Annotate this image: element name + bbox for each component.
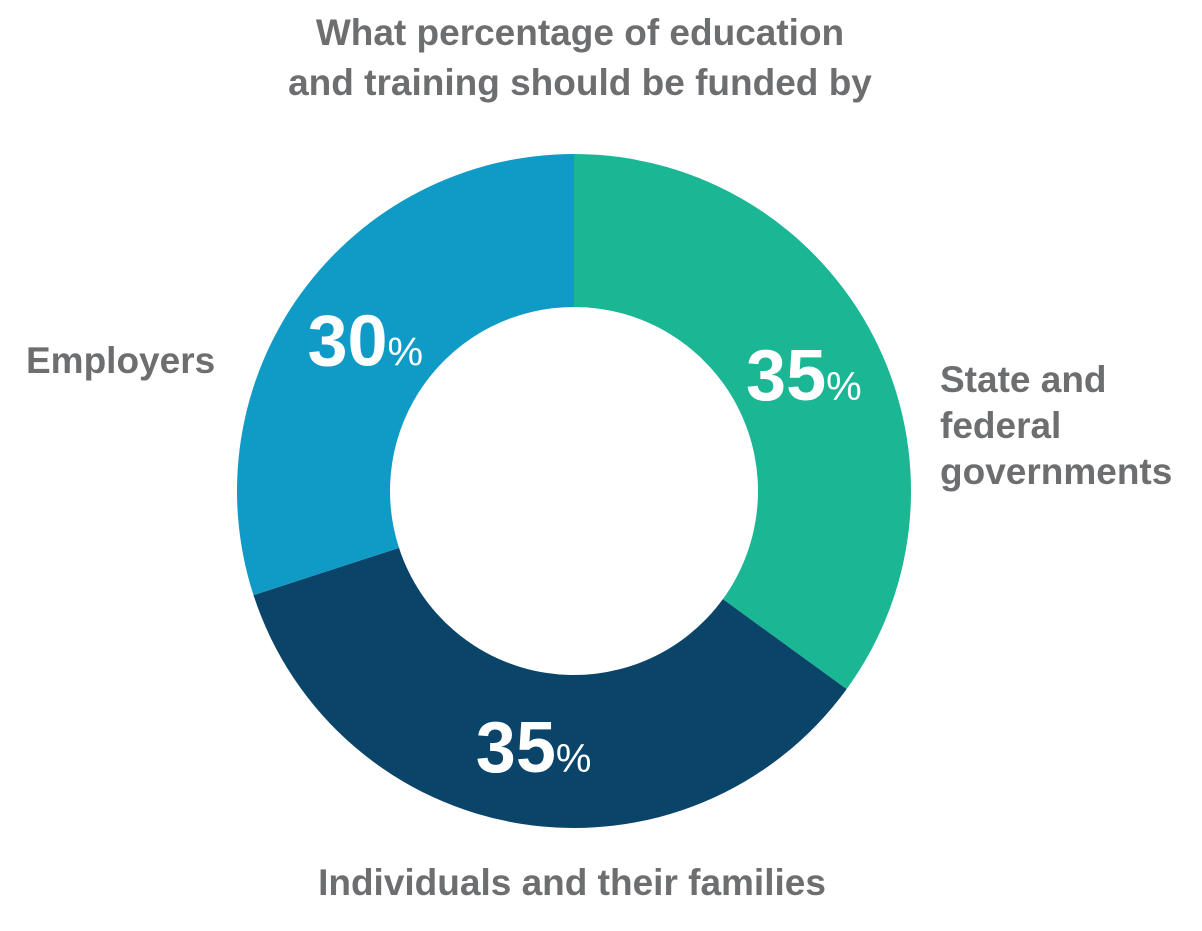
value-number-individuals: 35 bbox=[476, 708, 556, 788]
value-unit-employers: % bbox=[388, 330, 424, 374]
chart-title-line-1: What percentage of education bbox=[315, 12, 845, 53]
category-label-state-federal: State and federal governments bbox=[940, 357, 1172, 495]
value-unit-individuals: % bbox=[556, 737, 592, 781]
value-label-individuals: 35% bbox=[476, 708, 592, 788]
category-label-state-line-2: federal bbox=[940, 405, 1062, 446]
value-labels-layer: 35%35%30% bbox=[307, 301, 861, 787]
category-label-individuals: Individuals and their families bbox=[0, 860, 1144, 906]
value-number-employers: 30 bbox=[307, 301, 387, 381]
category-label-individuals-line-1: Individuals and their families bbox=[318, 862, 826, 903]
slices-layer bbox=[236, 154, 911, 829]
donut-slice-individuals bbox=[253, 547, 847, 829]
category-label-state-line-1: State and bbox=[940, 359, 1107, 400]
value-label-state-federal: 35% bbox=[746, 336, 862, 416]
category-label-employers: Employers bbox=[26, 338, 215, 384]
chart-title-line-2: and training should be funded by bbox=[288, 62, 872, 103]
category-label-employers-line-1: Employers bbox=[26, 340, 216, 381]
value-unit-state-federal: % bbox=[826, 365, 862, 409]
donut-slice-employers bbox=[236, 154, 574, 596]
chart-title: What percentage of education and trainin… bbox=[240, 8, 920, 108]
donut-slice-state-federal bbox=[574, 154, 911, 690]
category-label-state-line-3: governments bbox=[940, 451, 1173, 492]
value-number-state-federal: 35 bbox=[746, 336, 826, 416]
value-label-employers: 30% bbox=[307, 301, 423, 381]
